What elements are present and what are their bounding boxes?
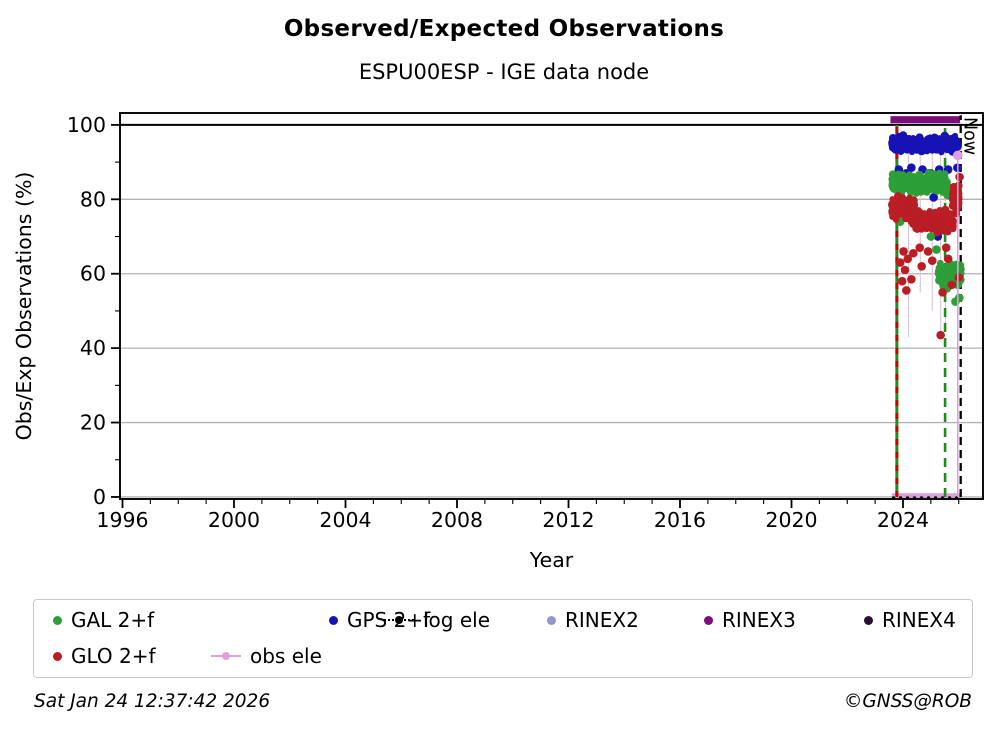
legend-marker-log-ele — [384, 614, 414, 626]
axis-tick-labels: 1996 2000 2004 2008 2012 2016 2020 2024 0 20 40 60 8… — [67, 113, 929, 532]
now-label: Now — [960, 117, 980, 155]
y-tick-label: 80 — [80, 187, 106, 211]
chart-subtitle: ESPU00ESP - IGE data node — [358, 60, 650, 84]
legend-label: log ele — [423, 608, 491, 632]
timestamp: Sat Jan 24 12:37:42 2026 — [34, 691, 271, 712]
y-tick-label: 100 — [67, 113, 106, 137]
legend-item-rinex3: RINEX3 — [704, 607, 796, 633]
legend-label: RINEX3 — [722, 608, 796, 632]
legend-item-rinex4: RINEX4 — [864, 607, 956, 633]
obs-ele-line — [952, 150, 963, 497]
axis-ticks — [111, 124, 960, 508]
legend-label: GAL 2+f — [71, 608, 155, 632]
x-tick-label: 2012 — [542, 508, 594, 532]
legend-item-gal-2-f: GAL 2+f — [53, 607, 154, 633]
series-glo-2-f — [888, 172, 964, 340]
legend-marker-gal-2-f — [53, 615, 62, 625]
copyright: ©GNSS@ROB — [843, 691, 972, 712]
x-tick-label: 2016 — [654, 508, 706, 532]
legend-label: GLO 2+f — [71, 644, 156, 668]
x-tick-label: 2020 — [765, 508, 817, 532]
obs-ele-bar — [891, 493, 962, 500]
legend-item-log-ele: log ele — [384, 607, 490, 633]
legend-marker-gps-2-f — [329, 615, 338, 625]
x-axis-label: Year — [529, 548, 574, 572]
x-tick-label: 1996 — [96, 508, 148, 532]
legend-marker-rinex4 — [864, 615, 873, 625]
legend-label: RINEX4 — [882, 608, 956, 632]
y-tick-label: 60 — [80, 262, 106, 286]
now-line: Now — [959, 115, 980, 497]
legend-marker-obs-ele — [211, 650, 241, 662]
chart-title: Observed/Expected Observations — [283, 16, 725, 42]
legend-marker-glo-2-f — [53, 651, 62, 661]
legend-label: obs ele — [250, 644, 322, 668]
legend-marker-rinex3 — [704, 615, 713, 625]
x-tick-label: 2004 — [319, 508, 371, 532]
y-tick-label: 20 — [80, 411, 106, 435]
gridlines — [120, 198, 983, 498]
chart-plot: Now 1996 2000 2004 2008 2012 2016 2020 2024 0 20 40… — [12, 112, 984, 572]
y-tick-label: 0 — [93, 485, 106, 509]
rinex3-bar — [890, 116, 961, 124]
x-tick-label: 2024 — [877, 508, 929, 532]
series-gal-2-f — [888, 168, 965, 306]
y-tick-label: 40 — [80, 336, 106, 360]
plot-frame — [119, 112, 984, 500]
y-axis-label: Obs/Exp Observations (%) — [12, 172, 36, 441]
legend-marker-rinex2 — [547, 615, 556, 625]
legend-item-obs-ele: obs ele — [211, 643, 322, 669]
x-tick-label: 2000 — [208, 508, 260, 532]
legend-item-rinex2: RINEX2 — [547, 607, 639, 633]
legend-item-glo-2-f: GLO 2+f — [53, 643, 156, 669]
chart-legend: GAL 2+f GPS 2+f log ele RINEX2 RINEX3 RINEX4 G… — [33, 599, 973, 678]
legend-label: RINEX2 — [565, 608, 639, 632]
x-tick-label: 2008 — [431, 508, 483, 532]
